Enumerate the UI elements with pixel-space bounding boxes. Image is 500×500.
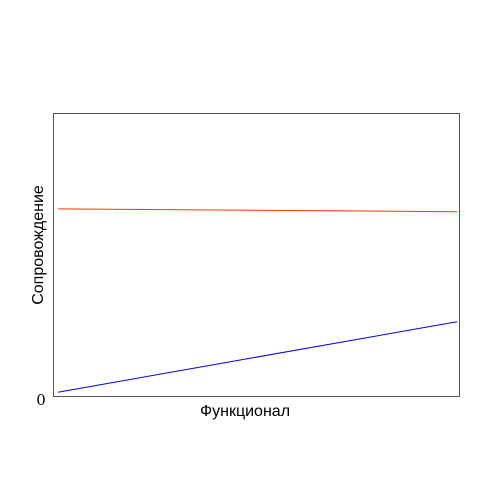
- y-axis-label: Сопровождение: [30, 185, 47, 305]
- series-line-2: [57, 321, 458, 393]
- x-axis-label: Функционал: [200, 403, 290, 420]
- y-tick-label: 0: [36, 391, 46, 409]
- series-layer: [57, 208, 458, 393]
- series-line-1: [57, 208, 458, 213]
- plot-area-frame: [53, 113, 460, 397]
